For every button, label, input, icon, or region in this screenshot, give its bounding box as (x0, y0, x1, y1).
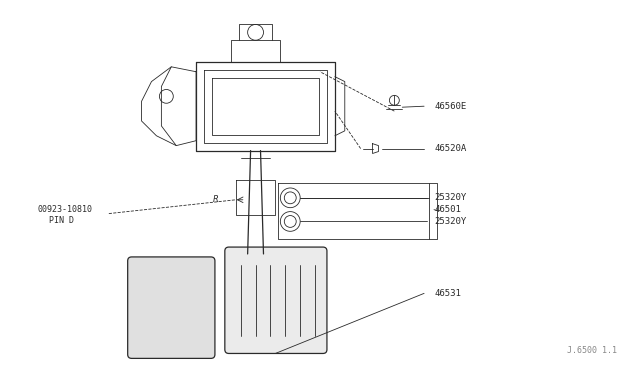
Text: PIN D: PIN D (49, 216, 74, 225)
FancyBboxPatch shape (128, 257, 215, 358)
Text: 25320Y: 25320Y (434, 193, 467, 202)
Text: 46520A: 46520A (434, 144, 467, 153)
Text: 46501: 46501 (434, 205, 461, 214)
Text: R: R (213, 195, 219, 204)
Text: 00923-10810: 00923-10810 (38, 205, 92, 214)
FancyBboxPatch shape (225, 247, 327, 353)
Text: 25320Y: 25320Y (434, 217, 467, 226)
Text: 46560E: 46560E (434, 102, 467, 111)
Text: J.6500 1.1: J.6500 1.1 (568, 346, 618, 355)
Text: 46531: 46531 (434, 289, 461, 298)
